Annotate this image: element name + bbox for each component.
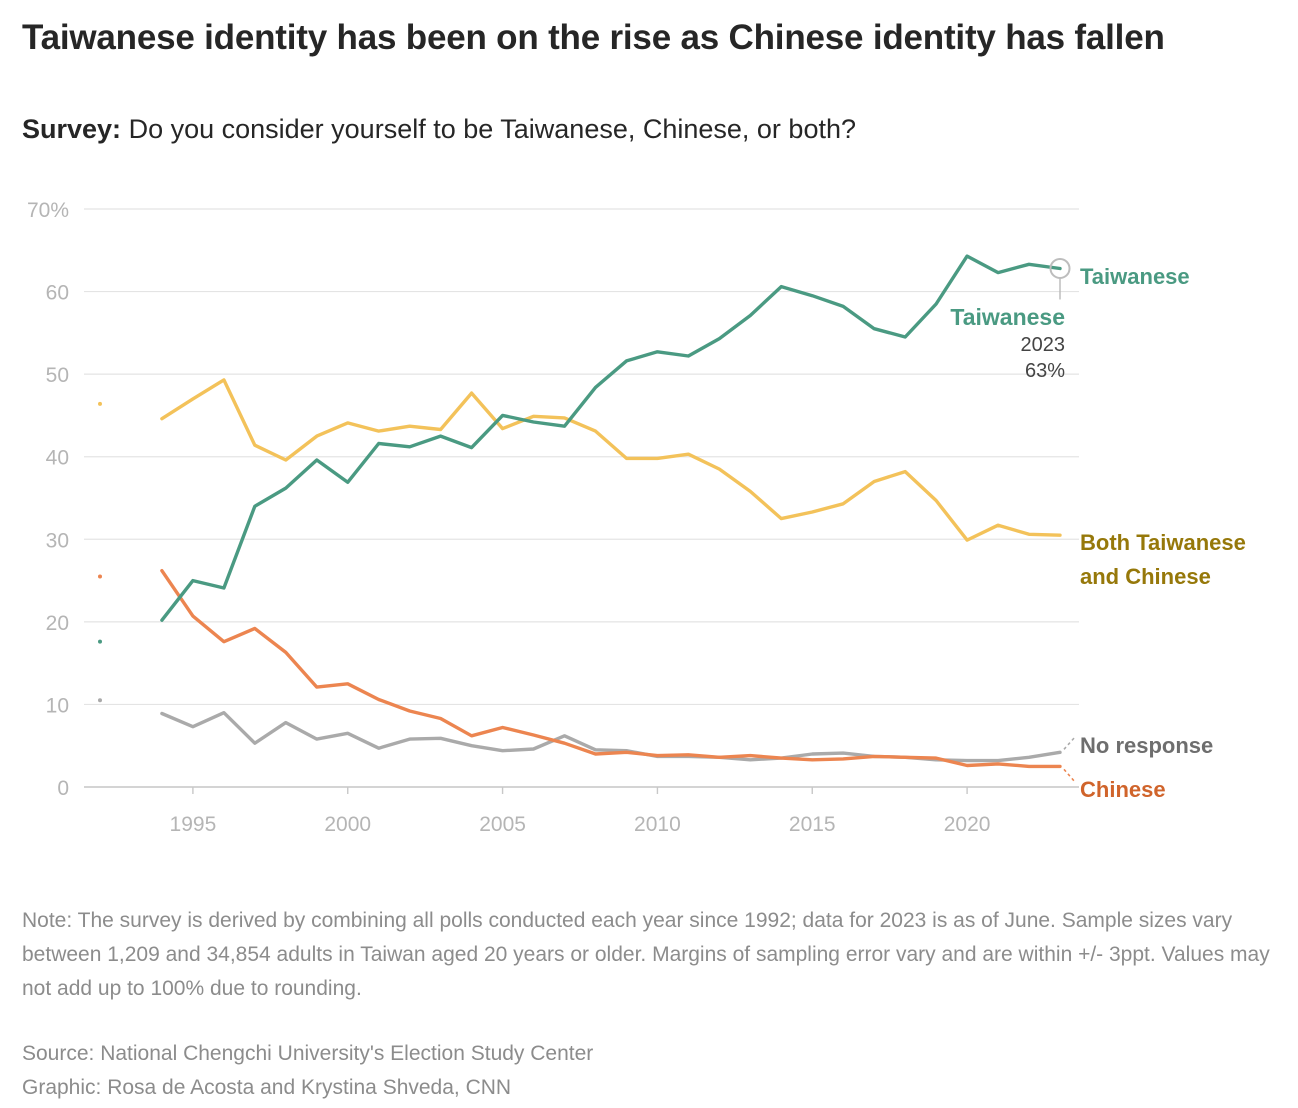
series-line-chinese (160, 569, 1062, 769)
y-tick-label: 70% (27, 199, 69, 222)
end-label-both-line1: Both Taiwanese (1080, 530, 1246, 555)
x-tick-label: 1995 (170, 813, 217, 836)
annotation-year: 2023 (1021, 334, 1066, 356)
x-tick-label: 2000 (324, 813, 371, 836)
chart-title: Taiwanese identity has been on the rise … (22, 18, 1165, 57)
y-tick-label: 60 (46, 282, 69, 305)
graphic-credit: Graphic: Rosa de Acosta and Krystina Shv… (22, 1076, 512, 1099)
x-tick-label: 2015 (789, 813, 836, 836)
start-point-taiwanese (98, 639, 102, 644)
x-tick-label: 2020 (944, 813, 991, 836)
subtitle-label: Survey: (22, 114, 122, 144)
y-tick-label: 0 (57, 777, 69, 800)
y-tick-label: 50 (46, 364, 69, 387)
start-point-no_response (98, 698, 102, 703)
credits: Source: National Chengchi University's E… (22, 1037, 593, 1105)
line-chart: 0 10 20 30 40 50 60 70% 1995 2000 2005 2010 2015 2020… (27, 199, 1246, 836)
y-tick-label: 30 (46, 529, 69, 552)
y-tick-label: 40 (46, 447, 69, 470)
grid-layer (84, 208, 1079, 788)
chart-subtitle: Survey: Do you consider yourself to be T… (22, 114, 856, 145)
series-labels-layer: Taiwanese 2023 63% Taiwanese Both Taiwanese a… (950, 257, 1246, 802)
y-tick-label: 10 (46, 694, 69, 717)
end-label-taiwanese: Taiwanese (1080, 264, 1190, 289)
chinese-leader (1063, 768, 1076, 783)
source-line: Source: National Chengchi University's E… (22, 1042, 594, 1065)
subtitle-question: Do you consider yourself to be Taiwanese… (121, 114, 856, 144)
annotation-series-name: Taiwanese (950, 304, 1065, 330)
highlight-circle (1049, 257, 1071, 279)
series-lines-layer (98, 254, 1062, 769)
annotation-value: 63% (1025, 360, 1065, 382)
y-tick-label: 20 (46, 612, 69, 635)
x-tick-label: 2010 (634, 813, 681, 836)
end-label-chinese: Chinese (1080, 777, 1166, 802)
start-point-both (98, 401, 102, 406)
series-line-taiwanese (160, 254, 1062, 622)
x-tick-label: 2005 (479, 813, 526, 836)
end-label-no-response: No response (1080, 733, 1213, 758)
footnote: Note: The survey is derived by combining… (22, 909, 1270, 1000)
series-line-both (160, 378, 1062, 542)
end-label-both-line2: and Chinese (1080, 564, 1211, 589)
no-response-leader (1063, 736, 1076, 750)
start-point-chinese (98, 574, 102, 579)
axis-ticks-layer: 0 10 20 30 40 50 60 70% 1995 2000 2005 2010 2015 2020 (27, 199, 990, 836)
